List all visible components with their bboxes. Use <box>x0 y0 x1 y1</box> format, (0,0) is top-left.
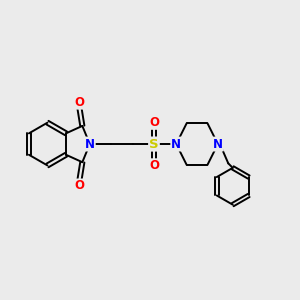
Text: S: S <box>149 138 159 151</box>
Text: O: O <box>74 96 84 109</box>
Text: N: N <box>85 138 95 151</box>
Text: N: N <box>213 138 223 151</box>
Text: O: O <box>149 116 159 129</box>
Text: O: O <box>149 159 159 172</box>
Text: O: O <box>74 179 84 193</box>
Text: N: N <box>171 138 181 151</box>
